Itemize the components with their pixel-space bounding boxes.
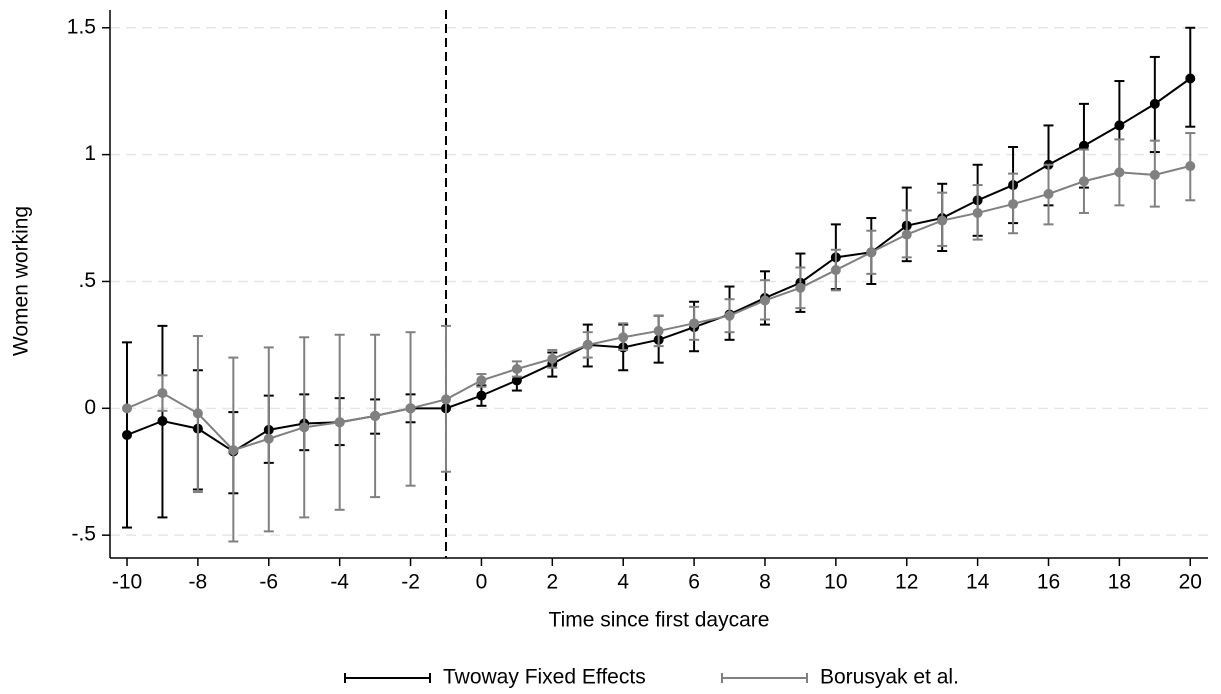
x-tick-label: 8 bbox=[759, 571, 771, 594]
point bbox=[1149, 169, 1160, 180]
x-tick-label: 2 bbox=[546, 571, 558, 594]
point bbox=[157, 388, 168, 399]
point bbox=[122, 403, 133, 414]
point bbox=[1078, 140, 1089, 151]
y-tick-label: 0 bbox=[84, 396, 96, 419]
y-axis-label: Women working bbox=[10, 206, 33, 356]
y-tick-label: -.5 bbox=[71, 523, 96, 546]
point bbox=[1114, 120, 1125, 131]
point bbox=[263, 433, 274, 444]
x-tick-label: 16 bbox=[1037, 571, 1060, 594]
point bbox=[122, 429, 133, 440]
x-tick-label: 12 bbox=[895, 571, 918, 594]
point bbox=[795, 282, 806, 293]
point bbox=[1185, 73, 1196, 84]
point bbox=[440, 394, 451, 405]
y-tick-label: 1 bbox=[84, 142, 96, 165]
point bbox=[759, 295, 770, 306]
x-tick-label: 14 bbox=[966, 571, 990, 594]
point bbox=[618, 332, 629, 343]
x-tick-label: 10 bbox=[824, 571, 847, 594]
series-line bbox=[126, 165, 1191, 452]
point bbox=[1185, 161, 1196, 172]
point bbox=[901, 229, 912, 240]
point bbox=[1043, 188, 1054, 199]
point bbox=[653, 325, 664, 336]
x-axis-label: Time since first daycare bbox=[549, 609, 770, 632]
point bbox=[334, 417, 345, 428]
point bbox=[405, 403, 416, 414]
point bbox=[192, 408, 203, 419]
point bbox=[724, 310, 735, 321]
legend-label: Borusyak et al. bbox=[820, 666, 959, 689]
point bbox=[937, 215, 948, 226]
x-tick-label: 18 bbox=[1108, 571, 1131, 594]
x-tick-label: -6 bbox=[259, 571, 278, 594]
point bbox=[830, 265, 841, 276]
series-line bbox=[126, 77, 1191, 453]
x-tick-label: -2 bbox=[401, 571, 420, 594]
point bbox=[157, 416, 168, 426]
point bbox=[547, 353, 558, 364]
point bbox=[1008, 199, 1019, 210]
point bbox=[1078, 176, 1089, 187]
point bbox=[476, 375, 487, 386]
x-tick-label: -8 bbox=[189, 571, 208, 594]
point bbox=[511, 363, 522, 374]
point bbox=[866, 247, 877, 258]
y-tick-label: .5 bbox=[78, 269, 96, 292]
x-tick-label: -4 bbox=[330, 571, 349, 594]
point bbox=[972, 207, 983, 218]
point bbox=[689, 318, 700, 329]
point bbox=[582, 339, 593, 350]
point bbox=[476, 390, 487, 401]
point bbox=[228, 445, 239, 456]
x-tick-label: 4 bbox=[617, 571, 629, 594]
x-tick-label: 20 bbox=[1179, 571, 1202, 594]
x-tick-label: -10 bbox=[112, 571, 142, 594]
x-tick-label: 6 bbox=[688, 571, 700, 594]
point bbox=[1149, 98, 1160, 109]
point bbox=[1114, 167, 1125, 178]
point bbox=[370, 410, 381, 421]
point bbox=[511, 375, 522, 386]
y-tick-label: 1.5 bbox=[67, 15, 96, 38]
point bbox=[299, 422, 310, 433]
x-tick-label: 0 bbox=[476, 571, 488, 594]
legend-label: Twoway Fixed Effects bbox=[443, 666, 646, 689]
